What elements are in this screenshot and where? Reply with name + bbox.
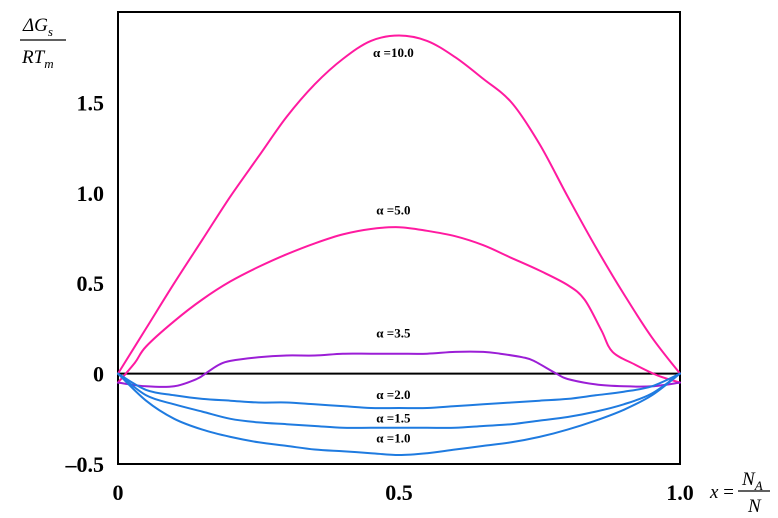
y-tick-label: 1.5 <box>77 90 105 115</box>
y-axis-label-numerator: ΔGs <box>22 15 53 39</box>
x-tick-label: 1.0 <box>666 480 694 505</box>
y-tick-labels: 1.5 1.0 0.5 0 –0.5 <box>65 90 105 477</box>
x-axis-label: x = NA N <box>709 469 770 517</box>
series-line-alpha-10-0 <box>117 34 681 375</box>
x-axis-label-denominator: N <box>747 496 762 517</box>
series-line-alpha-1-5 <box>117 372 681 429</box>
series-label-alpha-10-0: α =10.0 <box>373 45 414 60</box>
series-line-alpha-3-5 <box>117 350 681 388</box>
series-layer <box>117 34 681 456</box>
x-axis-label-numerator: NA <box>741 469 763 493</box>
y-tick-label: 0 <box>93 362 104 387</box>
y-axis-label: ΔGs RTm <box>20 15 66 71</box>
series-label-alpha-3-5: α =3.5 <box>376 325 411 340</box>
y-tick-label: 1.0 <box>77 181 105 206</box>
series-line-alpha-2-0 <box>117 372 681 410</box>
series-label-alpha-5-0: α =5.0 <box>376 202 410 217</box>
y-tick-label: 0.5 <box>77 271 105 296</box>
x-tick-labels: 0 0.5 1.0 <box>113 480 694 505</box>
x-axis-label-variable: x <box>709 482 719 503</box>
series-label-alpha-1-5: α =1.5 <box>376 410 411 425</box>
x-tick-label: 0.5 <box>385 480 413 505</box>
series-label-alpha-2-0: α =2.0 <box>376 387 410 402</box>
series-line-alpha-5-0 <box>117 226 681 384</box>
y-axis-label-denominator: RTm <box>21 47 54 71</box>
x-axis-label-equals: = <box>722 482 735 503</box>
series-label-alpha-1-0: α =1.0 <box>376 430 410 445</box>
x-tick-label: 0 <box>113 480 124 505</box>
series-line-alpha-1-0 <box>117 372 681 456</box>
series-labels: α =10.0 α =5.0 α =3.5 α =2.0 α =1.5 α =1.0 <box>373 45 414 445</box>
plot-frame <box>117 11 681 465</box>
y-tick-label: –0.5 <box>65 452 105 477</box>
